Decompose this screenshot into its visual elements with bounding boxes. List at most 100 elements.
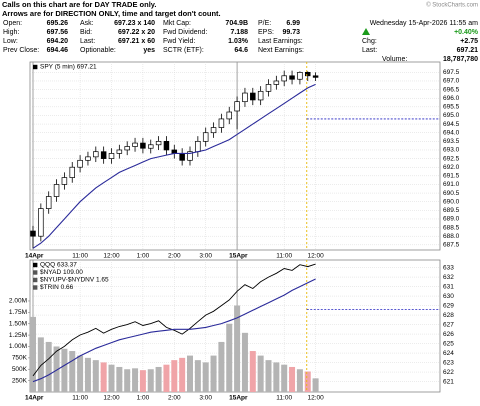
candle-body xyxy=(297,71,303,80)
x-tick-label: 12:00 xyxy=(307,395,324,402)
price-line xyxy=(32,278,316,383)
x-tick-label: 12:00 xyxy=(103,395,120,402)
volume-bar xyxy=(210,355,217,392)
candle-body xyxy=(226,111,233,120)
note: Arrows are for DIRECTION ONLY, time and … xyxy=(2,9,221,18)
price-line xyxy=(32,263,316,377)
y-tick-label: 629 xyxy=(443,302,454,309)
volume-bar xyxy=(147,369,154,392)
y-tick-label: 694.5 xyxy=(443,121,460,128)
volume-bar xyxy=(312,378,319,392)
y-tick-label: 692.5 xyxy=(443,155,460,162)
y-tick-label: 630 xyxy=(443,293,454,300)
legend-label: $NYUPV-$NYDNV 1.65 xyxy=(40,277,109,284)
field-label: EPS: xyxy=(258,29,274,36)
legend-label: $TRIN 0.66 xyxy=(40,284,74,291)
volume-bar xyxy=(108,364,115,392)
candle-body xyxy=(61,177,68,185)
up-arrow xyxy=(362,28,370,35)
field-value: 6.99 xyxy=(286,20,300,27)
candle-body xyxy=(100,151,107,159)
volume-bar xyxy=(92,360,99,392)
y-tick-label: 696.5 xyxy=(443,86,460,93)
volume-bar xyxy=(53,346,60,392)
x-tick-label: 15Apr xyxy=(229,253,248,260)
y-tick-label: 689.5 xyxy=(443,207,460,214)
x-tick-label: 15Apr xyxy=(229,395,248,402)
field-value: 695.26 xyxy=(47,20,69,27)
y-tick-label: 690.0 xyxy=(443,198,460,205)
y-tick-label: 692.0 xyxy=(443,164,460,171)
volume-bar xyxy=(289,366,296,392)
candle-body xyxy=(179,153,185,161)
y2-tick-label: 750K xyxy=(12,355,28,362)
volume-bar xyxy=(37,337,44,392)
field-value: 694.46 xyxy=(47,47,69,54)
y2-tick-label: 1.00M xyxy=(9,343,27,350)
y-tick-label: 693.5 xyxy=(443,138,460,145)
volume-bar xyxy=(234,305,241,392)
field-label: Fwd Dividend: xyxy=(163,29,207,36)
y-tick-label: 622 xyxy=(443,369,454,376)
volume-bar xyxy=(194,360,201,392)
volume-bar xyxy=(296,369,303,392)
y2-tick-label: 2.00M xyxy=(9,298,27,305)
candle-body xyxy=(289,75,295,80)
volume-bar xyxy=(304,371,311,392)
y-tick-label: 623 xyxy=(443,359,454,366)
y-tick-label: 689.0 xyxy=(443,216,460,223)
y-tick-label: 695.0 xyxy=(443,112,460,119)
y-tick-label: 694.0 xyxy=(443,129,460,136)
volume-bar xyxy=(30,316,36,392)
candle-body xyxy=(187,151,193,161)
x-tick-label: 3:00 xyxy=(199,395,212,402)
x-tick-label: 12:00 xyxy=(307,253,324,260)
volume-bar xyxy=(116,366,123,392)
legend-label: SPY (5 min) 697.21 xyxy=(40,64,97,71)
x-tick-label: 3:00 xyxy=(199,253,212,260)
volume-bar xyxy=(77,355,84,392)
candle-body xyxy=(124,146,130,151)
y-tick-label: 697.5 xyxy=(443,69,460,76)
field-label: Fwd Yield: xyxy=(163,38,195,45)
volume-bar xyxy=(124,369,131,392)
candle-body xyxy=(163,140,170,151)
volume-bar xyxy=(155,366,162,392)
field-label: Volume: xyxy=(382,56,407,63)
y-tick-label: 693.0 xyxy=(443,147,460,154)
y-tick-label: 690.5 xyxy=(443,190,460,197)
field-label: Mkt Cap: xyxy=(163,20,191,27)
field-value: 697.56 xyxy=(47,29,69,36)
volume-bar xyxy=(281,364,288,392)
field-value: 18,787,780 xyxy=(443,56,478,63)
candle-body xyxy=(242,92,248,103)
y-tick-label: 695.5 xyxy=(443,104,460,111)
field-value: 704.9B xyxy=(225,20,248,27)
field-label: Chg: xyxy=(362,38,377,45)
candle-body xyxy=(148,144,154,149)
x-tick-label: 11:00 xyxy=(72,253,88,260)
field-value: 7.188 xyxy=(230,29,248,36)
field-value: 99.73 xyxy=(282,29,300,36)
volume-bar xyxy=(241,332,248,392)
legend-swatch xyxy=(33,262,38,268)
y-tick-label: 624 xyxy=(443,350,454,357)
field-label: Last: xyxy=(80,38,95,45)
field-label: Next Earnings: xyxy=(258,47,304,54)
note: Calls on this chart are for DAY TRADE on… xyxy=(2,0,156,9)
volume-bar xyxy=(61,348,68,392)
volume-bar xyxy=(163,364,170,392)
candle-body xyxy=(305,71,311,77)
candle-body xyxy=(250,92,256,101)
y-tick-label: 625 xyxy=(443,340,454,347)
y2-tick-label: 1.50M xyxy=(9,320,27,327)
field-label: Last Earnings: xyxy=(258,38,303,45)
candle-body xyxy=(195,140,201,153)
volume-bar xyxy=(179,357,186,392)
volume-bar xyxy=(273,362,280,392)
x-tick-label: 11:00 xyxy=(276,395,292,402)
field-label: Optionable: xyxy=(80,47,116,54)
candle-body xyxy=(93,151,99,158)
candle-body xyxy=(85,156,91,161)
